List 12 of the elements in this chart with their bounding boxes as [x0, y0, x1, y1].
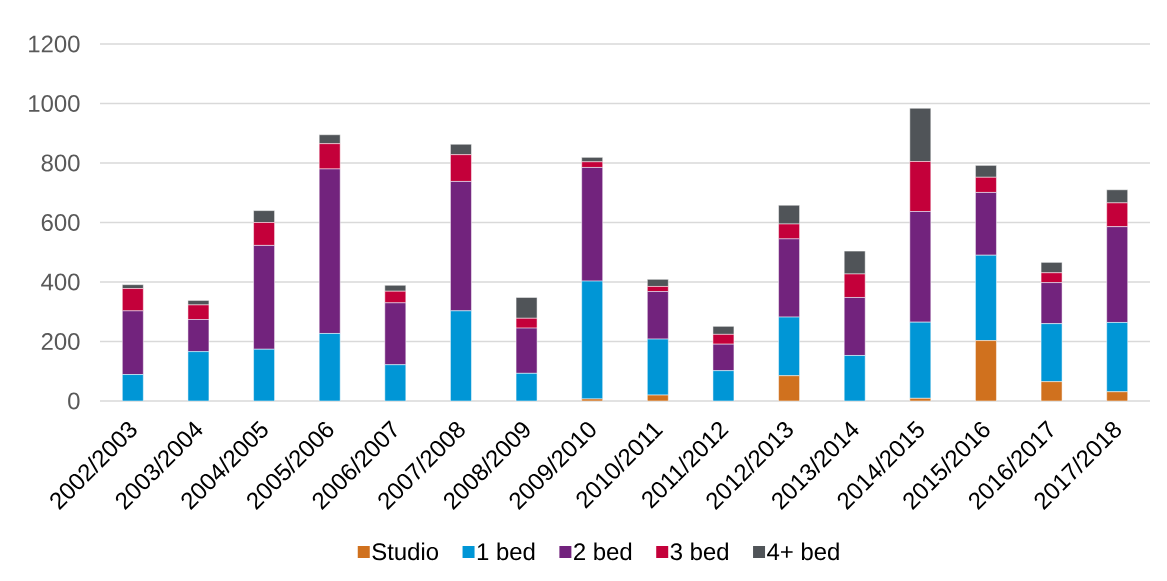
y-tick-label: 400 [41, 273, 80, 291]
y-tick-label: 1200 [29, 35, 80, 53]
legend-label: Studio [372, 542, 439, 561]
legend-label: 4+ bed [767, 542, 839, 561]
y-tick-label: 0 [68, 392, 80, 410]
y-tick-label: 1000 [29, 95, 80, 112]
y-tick-label: 600 [41, 214, 80, 231]
y-tick-label: 800 [41, 154, 80, 172]
legend-label: 3 bed [670, 542, 728, 561]
legend-label: 1 bed [477, 542, 535, 561]
legend-label: 2 bed [574, 542, 632, 561]
y-tick-label: 200 [41, 333, 80, 350]
